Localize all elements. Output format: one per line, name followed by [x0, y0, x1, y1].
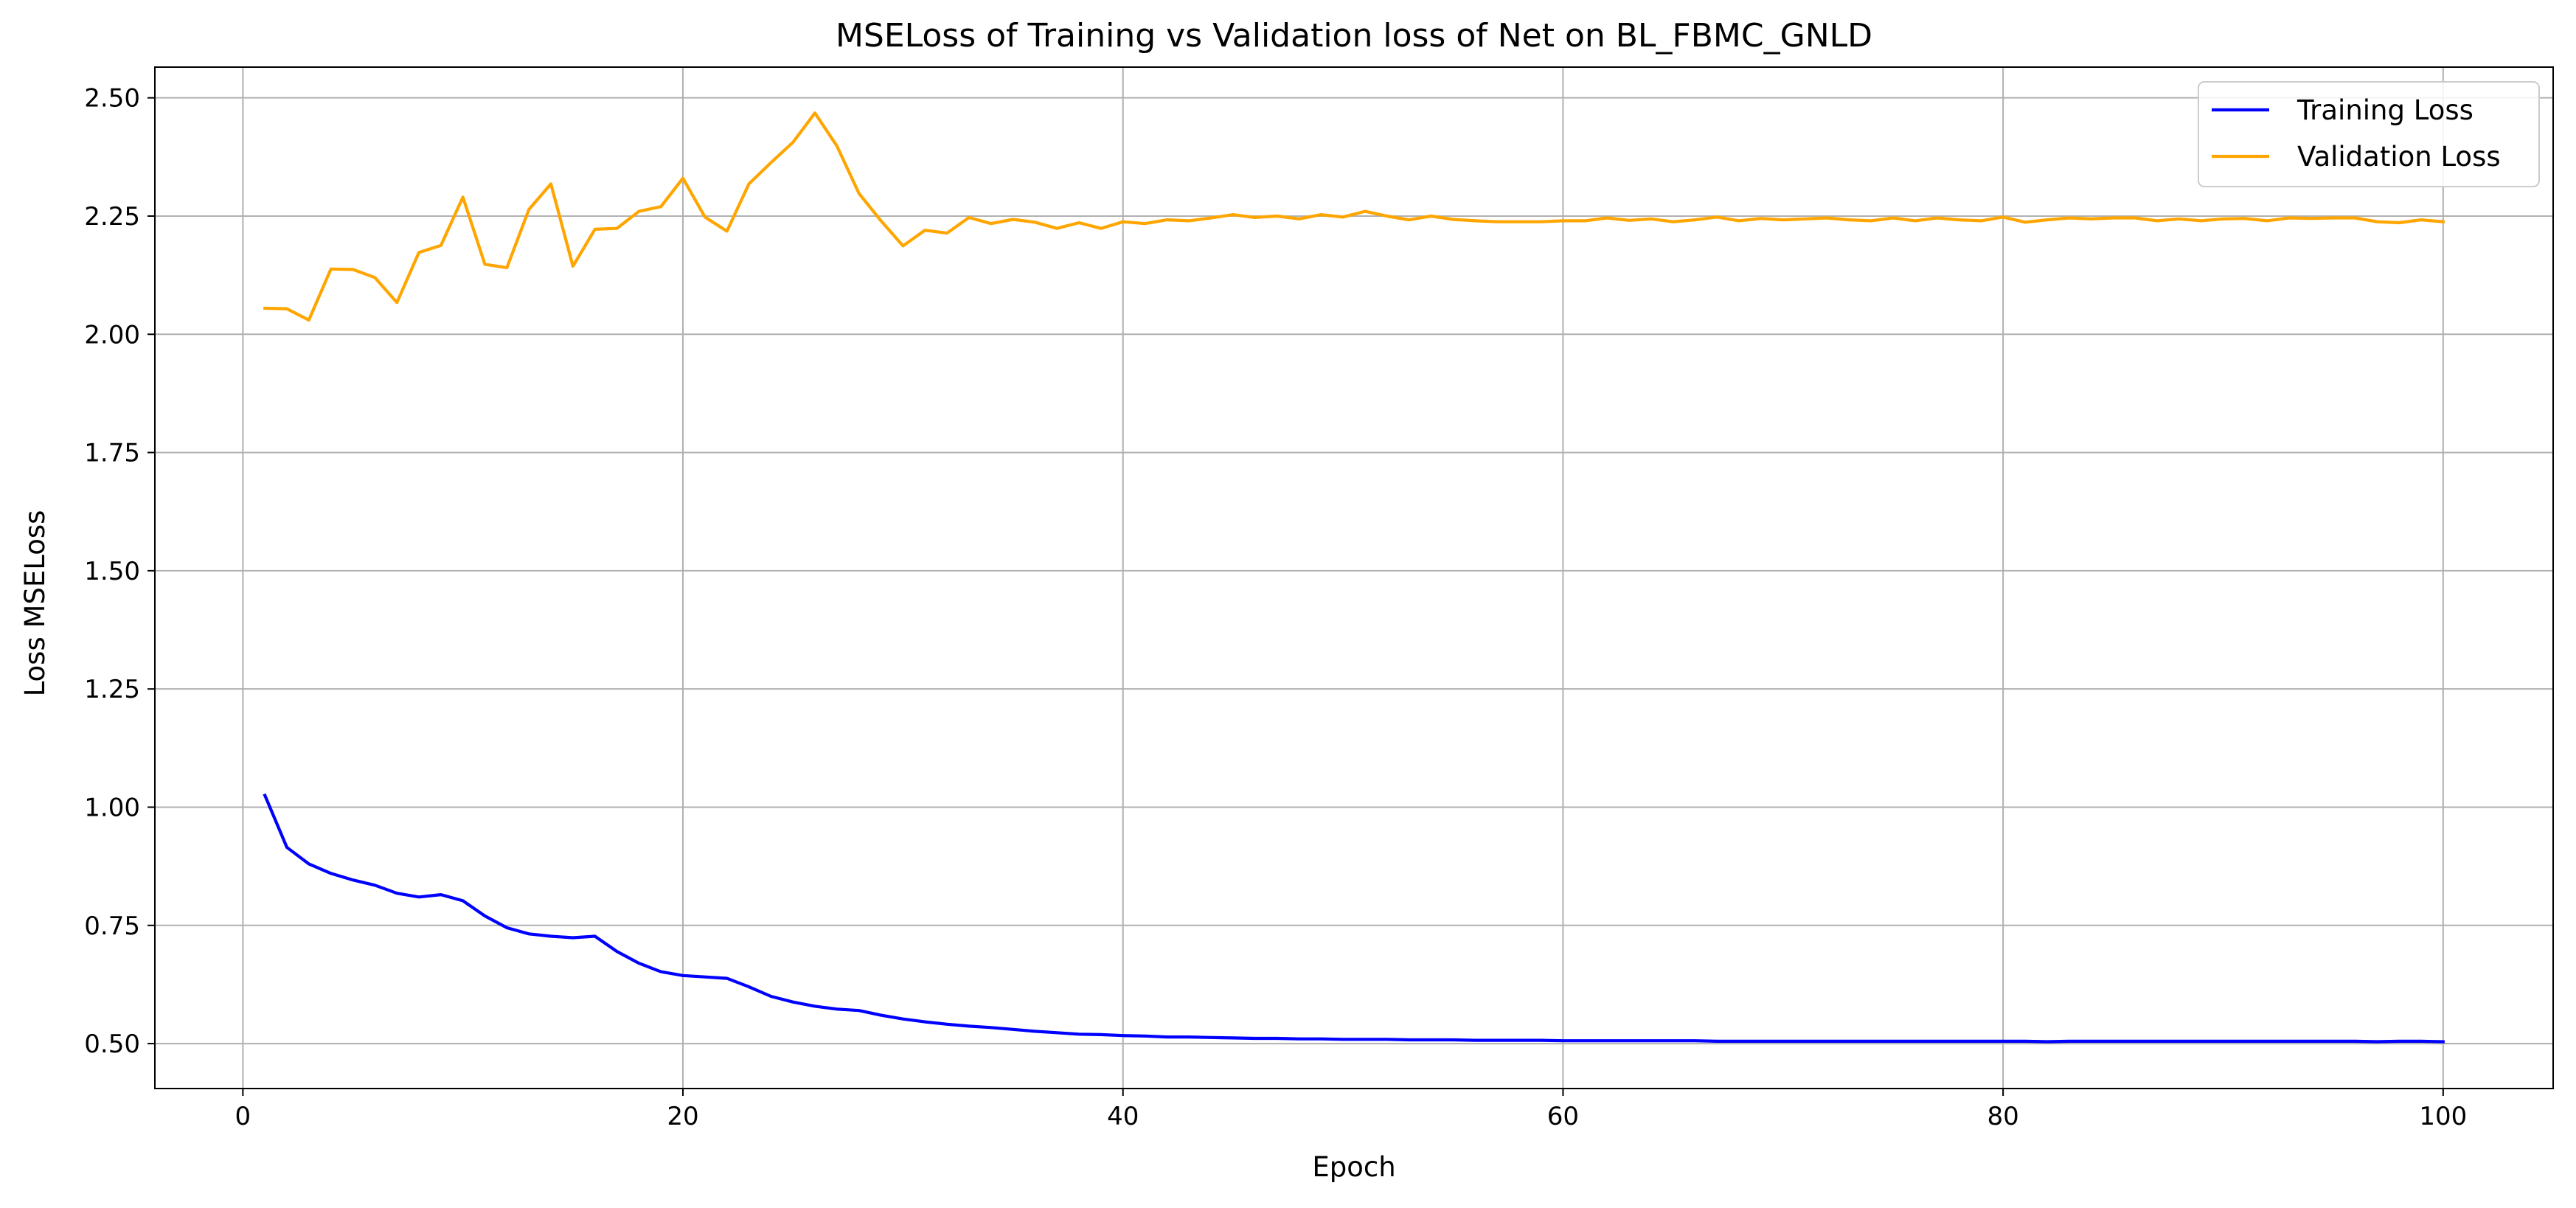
series-line-training-loss — [263, 793, 2445, 1044]
x-tick-label: 0 — [235, 1102, 251, 1131]
axes-frame — [154, 66, 2554, 1089]
chart-title: MSELoss of Training vs Validation loss o… — [836, 17, 1872, 55]
series-line-validation-loss — [263, 111, 2445, 322]
y-tick-label: 2.00 — [84, 320, 140, 350]
y-tick-label: 1.00 — [84, 793, 140, 822]
x-tick-label: 20 — [667, 1102, 698, 1131]
x-tick-label: 60 — [1547, 1102, 1579, 1131]
y-tick-label: 0.50 — [84, 1030, 140, 1059]
legend-entry-label: Validation Loss — [2297, 141, 2501, 173]
x-tick-label: 80 — [1987, 1102, 2018, 1131]
x-axis-label: Epoch — [1312, 1151, 1395, 1183]
plot-area — [155, 67, 2553, 1089]
y-axis-label: Loss MSELoss — [19, 510, 51, 697]
legend-box — [2198, 81, 2540, 187]
x-tick-label: 100 — [2419, 1102, 2467, 1131]
y-tick-label: 2.50 — [84, 84, 140, 114]
y-tick-label: 1.75 — [84, 439, 140, 468]
legend: Training Loss Validation Loss — [2198, 81, 2540, 187]
y-tick-label: 2.25 — [84, 202, 140, 232]
x-tick-label: 40 — [1107, 1102, 1139, 1131]
legend-entry-label: Training Loss — [2296, 94, 2473, 126]
y-tick-label: 1.25 — [84, 675, 140, 704]
y-tick-label: 0.75 — [84, 912, 140, 941]
y-tick-label: 1.50 — [84, 557, 140, 586]
